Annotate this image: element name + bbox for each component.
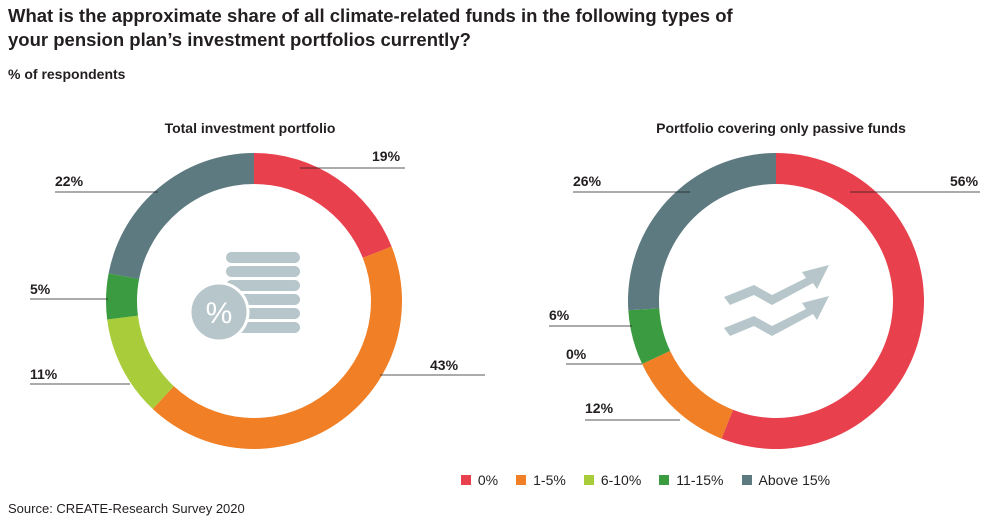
legend-item: 6-10% bbox=[583, 472, 642, 488]
coin-stack-bar bbox=[226, 280, 300, 291]
coin-stack-bar bbox=[226, 252, 300, 263]
legend-item: 0% bbox=[460, 472, 499, 488]
legend-label: 1-5% bbox=[533, 472, 566, 488]
data-label-passive-4: 26% bbox=[573, 173, 602, 189]
data-label-passive-1: 12% bbox=[585, 400, 614, 416]
slice-passive-11-15 bbox=[628, 308, 671, 365]
slice-total-11-15 bbox=[106, 273, 140, 320]
legend-label: 6-10% bbox=[600, 472, 642, 488]
legend-swatch bbox=[741, 475, 752, 485]
donut-charts: Total investment portfolio Portfolio cov… bbox=[30, 120, 980, 450]
slice-passive-above-15 bbox=[628, 153, 776, 311]
legend-swatch bbox=[460, 475, 471, 485]
percent-coins-icon: % bbox=[188, 252, 300, 343]
data-label-total-4: 22% bbox=[55, 173, 84, 189]
donut-title-total: Total investment portfolio bbox=[165, 120, 336, 136]
legend-item: 11-15% bbox=[659, 472, 724, 488]
chart-title: What is the approximate share of all cli… bbox=[8, 5, 733, 50]
slice-total-1-5 bbox=[152, 246, 403, 450]
legend-item: 1-5% bbox=[516, 472, 566, 488]
trend-arrows-icon bbox=[724, 265, 829, 336]
data-label-passive-2: 0% bbox=[566, 346, 587, 362]
legend-label: Above 15% bbox=[758, 472, 831, 488]
svg-text:%: % bbox=[206, 297, 233, 330]
legend-swatch bbox=[583, 475, 594, 485]
data-label-passive-0: 56% bbox=[950, 173, 979, 189]
legend-label: 0% bbox=[477, 472, 499, 488]
slice-total-above-15 bbox=[108, 153, 254, 280]
chart-subtitle: % of respondents bbox=[8, 66, 126, 82]
slice-total-0 bbox=[254, 153, 392, 258]
data-label-total-2: 11% bbox=[30, 366, 58, 382]
source-note: Source: CREATE-Research Survey 2020 bbox=[8, 501, 245, 516]
data-label-total-3: 5% bbox=[30, 281, 51, 297]
data-label-passive-3: 6% bbox=[549, 307, 570, 323]
slice-passive-1-5 bbox=[642, 350, 733, 439]
coin-stack-bar bbox=[226, 266, 300, 277]
slice-total-6-10 bbox=[107, 315, 174, 409]
donut-title-passive: Portfolio covering only passive funds bbox=[656, 120, 906, 136]
legend-label: 11-15% bbox=[676, 472, 724, 488]
data-label-total-0: 19% bbox=[372, 148, 401, 164]
legend-item: Above 15% bbox=[741, 472, 831, 488]
data-label-total-1: 43% bbox=[430, 357, 459, 373]
legend: 0% 1-5% 6-10% 11-15% Above 15% bbox=[0, 472, 998, 488]
legend-swatch bbox=[659, 475, 670, 485]
legend-swatch bbox=[516, 475, 527, 485]
slice-passive-0 bbox=[721, 153, 925, 449]
